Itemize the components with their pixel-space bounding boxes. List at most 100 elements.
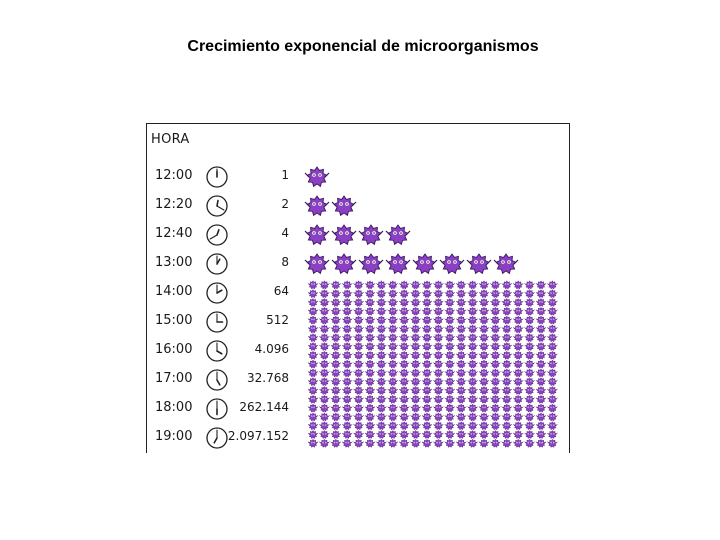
microorganism-icon bbox=[547, 315, 558, 325]
microorganism-icon bbox=[353, 342, 364, 351]
microorganism-icon bbox=[467, 386, 478, 395]
microorganism-icon bbox=[512, 430, 524, 439]
time-row: 17:00 32.768 bbox=[147, 367, 307, 393]
microorganism-icon bbox=[524, 298, 535, 307]
microorganism-icon bbox=[376, 289, 387, 299]
microorganism-icon bbox=[421, 403, 433, 413]
microorganism-icon bbox=[376, 324, 387, 334]
microorganism-icon bbox=[478, 280, 490, 290]
microorganism-icon bbox=[364, 280, 376, 290]
microorganism-icon bbox=[421, 333, 433, 343]
microorganism-icon bbox=[512, 315, 524, 325]
microorganism-icon bbox=[330, 421, 342, 431]
microorganism-icon bbox=[341, 342, 353, 351]
microorganism-icon bbox=[358, 253, 384, 275]
microorganism-icon bbox=[433, 350, 444, 360]
microorganism-icon bbox=[467, 359, 478, 369]
microorganism-icon bbox=[387, 412, 399, 422]
microorganism-icon bbox=[455, 394, 467, 404]
microorganism-icon bbox=[535, 421, 547, 431]
microorganism-icon bbox=[307, 403, 319, 413]
microorganism-icon bbox=[535, 394, 547, 404]
microorganism-icon bbox=[444, 350, 456, 360]
microorganism-icon bbox=[455, 333, 467, 343]
microorganism-icon bbox=[524, 280, 535, 290]
microorganism-icon bbox=[364, 368, 376, 378]
microorganism-icon bbox=[364, 430, 376, 439]
microorganism-icon bbox=[535, 359, 547, 369]
microorganism-icon bbox=[512, 298, 524, 307]
microorganism-icon bbox=[444, 421, 456, 431]
microorganism-icon bbox=[433, 289, 444, 299]
microorganism-icon bbox=[547, 289, 558, 299]
microorganism-icon bbox=[547, 394, 558, 404]
growth-figure: HORA 12:00 1 12:20 2 12:40 4 13:00 8 14:00 64 15:0… bbox=[146, 123, 570, 453]
microorganism-icon bbox=[341, 280, 353, 290]
microorganism-icon bbox=[433, 368, 444, 378]
microorganism-icon bbox=[501, 377, 513, 387]
microorganism-icon bbox=[524, 412, 535, 422]
microorganism-icon bbox=[410, 421, 421, 431]
microorganism-icon bbox=[467, 289, 478, 299]
microorganism-icon bbox=[501, 280, 513, 290]
microorganism-icon bbox=[524, 438, 535, 448]
microorganism-icon bbox=[478, 350, 490, 360]
microorganism-icon bbox=[387, 377, 399, 387]
microorganism-icon bbox=[501, 350, 513, 360]
microorganism-icon bbox=[398, 324, 410, 334]
microorganism-icon bbox=[535, 333, 547, 343]
microorganism-icon bbox=[364, 412, 376, 422]
microorganism-icon bbox=[307, 368, 319, 378]
microorganism-icon bbox=[330, 333, 342, 343]
microorganism-icon bbox=[490, 394, 501, 404]
microorganism-icon bbox=[524, 350, 535, 360]
microorganism-icon bbox=[307, 315, 319, 325]
microorganism-icon bbox=[319, 306, 330, 316]
microorganism-icon bbox=[535, 430, 547, 439]
microorganism-icon bbox=[547, 438, 558, 448]
count-label: 512 bbox=[266, 313, 289, 327]
microorganism-icon bbox=[398, 377, 410, 387]
microorganism-icon bbox=[547, 377, 558, 387]
microorganism-grid bbox=[304, 166, 558, 448]
count-label: 2 bbox=[281, 197, 289, 211]
clock-icon bbox=[206, 195, 228, 217]
microorganism-icon bbox=[524, 430, 535, 439]
microorganism-icon bbox=[444, 412, 456, 422]
microorganism-icon bbox=[421, 412, 433, 422]
microorganism-icon bbox=[535, 438, 547, 448]
microorganism-icon bbox=[376, 412, 387, 422]
time-row: 19:00 2.097.152 bbox=[147, 425, 307, 451]
microorganism-icon bbox=[364, 421, 376, 431]
microorganism-icon bbox=[319, 324, 330, 334]
microorganism-icon bbox=[410, 394, 421, 404]
time-row: 16:00 4.096 bbox=[147, 338, 307, 364]
microorganism-icon bbox=[341, 306, 353, 316]
time-label: 12:00 bbox=[155, 168, 193, 183]
microorganism-icon bbox=[455, 298, 467, 307]
microorganism-icon bbox=[433, 403, 444, 413]
microorganism-icon bbox=[353, 438, 364, 448]
microorganism-icon bbox=[467, 403, 478, 413]
microorganism-icon bbox=[467, 377, 478, 387]
microorganism-icon bbox=[376, 342, 387, 351]
microorganism-icon bbox=[433, 386, 444, 395]
microorganism-icon bbox=[524, 386, 535, 395]
microorganism-icon bbox=[490, 280, 501, 290]
microorganism-icon bbox=[444, 315, 456, 325]
microorganism-icon bbox=[307, 333, 319, 343]
microorganism-icon bbox=[398, 350, 410, 360]
microorganism-icon bbox=[364, 315, 376, 325]
microorganism-icon bbox=[376, 298, 387, 307]
microorganism-icon bbox=[410, 289, 421, 299]
microorganism-icon bbox=[444, 403, 456, 413]
microorganism-icon bbox=[501, 438, 513, 448]
microorganism-icon bbox=[410, 342, 421, 351]
clock-icon bbox=[206, 311, 228, 333]
microorganism-icon bbox=[376, 377, 387, 387]
microorganism-icon bbox=[364, 438, 376, 448]
microorganism-icon bbox=[524, 289, 535, 299]
microorganism-icon bbox=[364, 377, 376, 387]
microorganism-icon bbox=[304, 224, 330, 246]
time-rows: 12:00 1 12:20 2 12:40 4 13:00 8 14:00 64 15:00 512 1… bbox=[147, 124, 569, 453]
